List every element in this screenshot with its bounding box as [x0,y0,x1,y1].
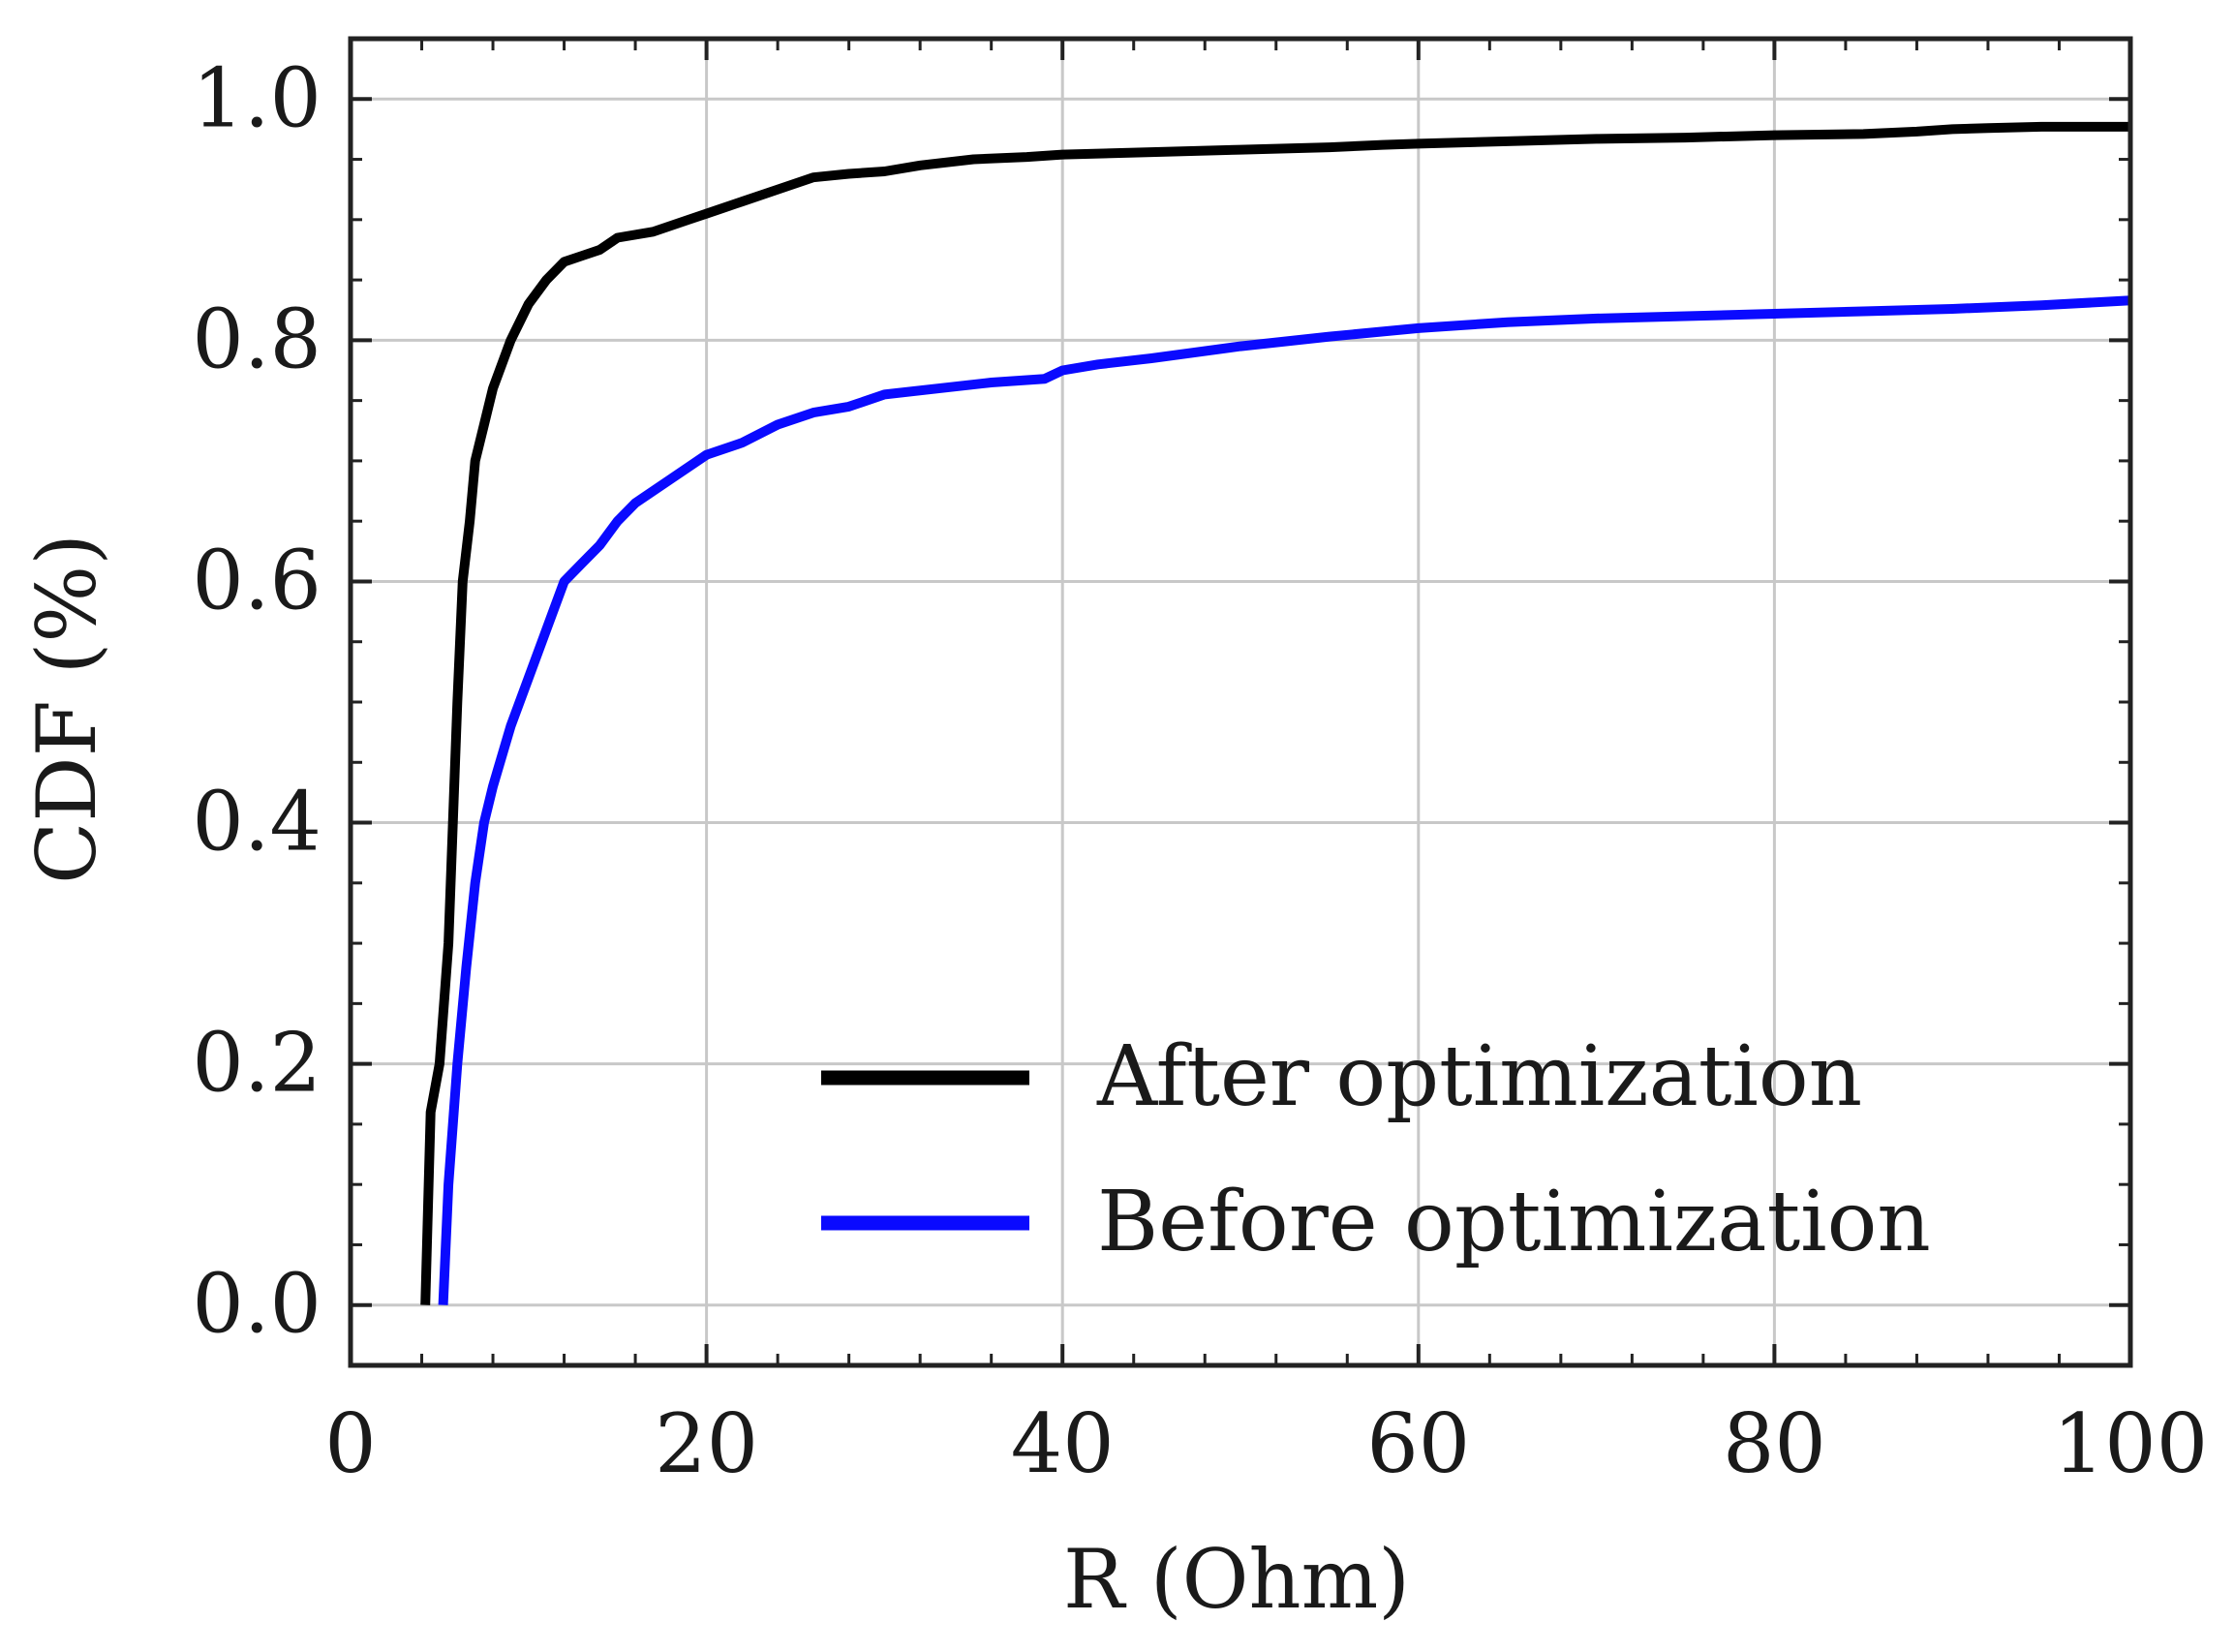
series-line-before-optimization [438,295,2131,1305]
y-axis-label: CDF (%) [19,534,114,884]
legend: After optimization Before optimization [821,1028,1931,1270]
tick-marks [349,37,2132,1367]
legend-label-after: After optimization [1096,1028,1862,1125]
y-tick-label: 0.0 [192,1257,321,1352]
series-line-after-optimization [420,121,2130,1305]
y-tick-labels: 0.0 0.2 0.4 0.6 0.8 1.0 [192,50,321,1351]
x-tick-labels: 0 20 40 60 80 100 [324,1396,2208,1491]
x-tick-label: 80 [1723,1396,1826,1491]
x-tick-label: 60 [1366,1396,1470,1491]
x-tick-label: 40 [1011,1396,1115,1491]
y-tick-label: 0.2 [192,1016,321,1111]
y-tick-label: 0.6 [192,533,321,627]
y-tick-label: 1.0 [192,50,321,145]
y-tick-label: 0.4 [192,775,321,870]
x-tick-label: 100 [2053,1396,2208,1491]
x-tick-label: 20 [655,1396,758,1491]
legend-label-before: Before optimization [1097,1174,1931,1270]
x-axis-label: R (Ohm) [1063,1532,1410,1627]
series-layer [420,121,2131,1305]
x-tick-label: 0 [324,1396,376,1491]
y-tick-label: 0.8 [192,291,321,386]
